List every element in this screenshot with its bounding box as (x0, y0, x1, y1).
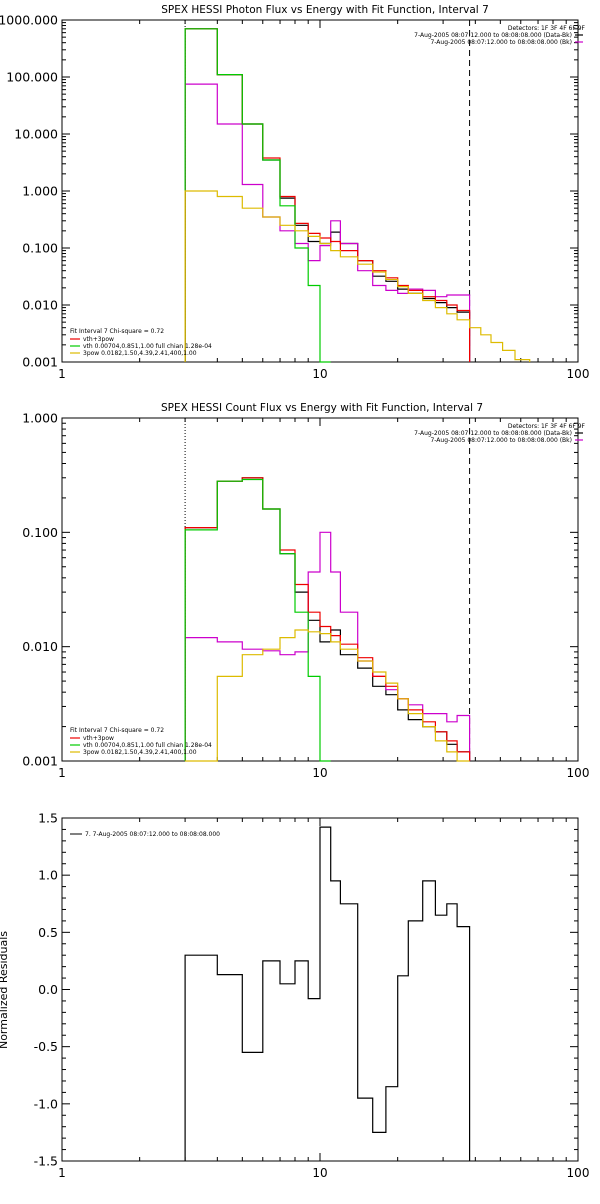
panel-3-x-tick-label: 100 (567, 1166, 590, 1180)
panel-2-series-2 (184, 477, 471, 761)
panel-3-legend-text: 7. 7-Aug-2005 08:07:12.000 to 08:08:08.0… (85, 831, 220, 838)
panel-1-y-tick-label: 1000.000 (0, 13, 58, 28)
panel-1-series-2 (184, 28, 471, 362)
panel-1-y-tick-label: 100.000 (6, 70, 58, 85)
panel-1-x-tick-label: 1 (58, 367, 66, 381)
panel-2-fit-total: vth+3pow (83, 735, 114, 742)
panel-3-plot-area (61, 817, 579, 1162)
panel-2-y-tick-label: 0.010 (22, 639, 58, 654)
panel-1-title: SPEX HESSI Photon Flux vs Energy with Fi… (161, 4, 489, 16)
panel-2-fit-3pow: 3pow 0.0182,1.50,4.39,2.41,400,1.00 (83, 749, 197, 756)
panel-3-x-tick-labels: 1 10 100 (58, 1166, 589, 1180)
panel-3-y-tick-label: 1.0 (38, 868, 58, 883)
panel-1-legend-bk: 7-Aug-2005 08:07:12.000 to 08:08:08.000 … (430, 39, 572, 46)
panel-1-series-4 (184, 190, 531, 362)
panel-2-y-tick-label: 0.001 (22, 754, 58, 769)
panel-3-y-tick-label: 0.5 (38, 925, 58, 940)
panel-1-y-tick-label: 10.000 (14, 127, 58, 142)
panel-1-legend-bottom-left: Fit Interval 7 Chi-square = 0.72 vth+3po… (70, 328, 212, 357)
panel-1-legend-header: Detectors: 1F 3F 4F 6F 9F (508, 25, 586, 32)
panel-1-y-tick-label: 0.100 (22, 241, 58, 256)
panel-2-y-tick-labels: 0.001 0.010 0.100 1.000 (22, 411, 58, 769)
panel-1-y-tick-label: 0.010 (22, 298, 58, 313)
panel-2-legend-top-right: Detectors: 1F 3F 4F 6F 9F 7-Aug-2005 08:… (414, 423, 585, 444)
photon-flux-panel: SPEX HESSI Photon Flux vs Energy with Fi… (0, 4, 589, 381)
panel-2-x-tick-label: 10 (312, 766, 327, 780)
panel-3-legend: 7. 7-Aug-2005 08:07:12.000 to 08:08:08.0… (70, 831, 220, 838)
panel-2-x-tick-label: 1 (58, 766, 66, 780)
panel-1-x-tick-labels: 1 10 100 (58, 367, 589, 381)
panel-2-fit-header: Fit Interval 7 Chi-square = 0.72 (70, 727, 164, 734)
panel-2-x-tick-label: 100 (567, 766, 590, 780)
panel-1-series-1 (184, 83, 471, 362)
panel-1-legend-data-bk: 7-Aug-2005 08:07:12.000 to 08:08:08.000 … (414, 32, 572, 39)
panel-2-y-tick-label: 0.100 (22, 525, 58, 540)
panel-2-x-tick-labels: 1 10 100 (58, 766, 589, 780)
panel-3-y-tick-labels: -1.5 -1.0 -0.5 0.0 0.5 1.0 1.5 (34, 811, 58, 1169)
panel-1-series-3 (184, 28, 331, 363)
panel-3-x-tick-label: 10 (312, 1166, 327, 1180)
panel-3-series-0 (184, 826, 471, 1161)
panel-1-fit-vth: vth 0.00704,0.851,1.00 full chian 1.28e-… (83, 343, 212, 350)
panel-1-fit-total: vth+3pow (83, 336, 114, 343)
panel-2-series-0 (184, 477, 471, 761)
panel-2-series-3 (184, 478, 331, 762)
panel-1-y-tick-label: 1.000 (22, 184, 58, 199)
panel-2-fit-vth: vth 0.00704,0.851,1.00 full chian 1.28e-… (83, 742, 212, 749)
panel-3-y-tick-label: -1.5 (34, 1154, 58, 1169)
panel-1-plot-area (61, 19, 579, 363)
panel-2-legend-header: Detectors: 1F 3F 4F 6F 9F (508, 423, 586, 430)
panel-1-series-0 (184, 28, 471, 362)
panel-2-legend-bottom-left: Fit Interval 7 Chi-square = 0.72 vth+3po… (70, 727, 212, 756)
panel-1-legend-top-right: Detectors: 1F 3F 4F 6F 9F 7-Aug-2005 08:… (414, 25, 585, 46)
panel-1-y-tick-label: 0.001 (22, 355, 58, 370)
panel-3-y-axis-label: Normalized Residuals (0, 931, 10, 1049)
panel-1-y-tick-labels: 0.001 0.010 0.100 1.000 10.000 100.000 1000.00… (0, 13, 58, 370)
panel-3-y-tick-label: -1.0 (34, 1096, 58, 1111)
panel-3-y-tick-label: 1.5 (38, 811, 58, 826)
residuals-panel: Normalized Residuals -1.5 -1.0 -0.5 0.0 0.5 1… (0, 811, 589, 1181)
panel-1-x-tick-label: 10 (312, 367, 327, 381)
panel-3-x-tick-label: 1 (58, 1166, 66, 1180)
panel-3-y-tick-label: 0.0 (38, 982, 58, 997)
panel-2-series-4 (185, 629, 470, 762)
panel-2-y-tick-label: 1.000 (22, 411, 58, 426)
count-flux-panel: SPEX HESSI Count Flux vs Energy with Fit… (22, 402, 589, 780)
panel-2-legend-data-bk: 7-Aug-2005 08:07:12.000 to 08:08:08.000 … (414, 430, 572, 437)
panel-3-y-tick-label: -0.5 (34, 1039, 58, 1054)
panel-1-fit-header: Fit Interval 7 Chi-square = 0.72 (70, 328, 164, 335)
panel-2-legend-bk: 7-Aug-2005 08:07:12.000 to 08:08:08.000 … (430, 437, 572, 444)
panel-2-plot-area (61, 417, 579, 762)
panel-1-x-tick-label: 100 (567, 367, 590, 381)
panel-1-fit-3pow: 3pow 0.0182,1.50,4.39,2.41,400,1.00 (83, 350, 197, 357)
panel-2-title: SPEX HESSI Count Flux vs Energy with Fit… (161, 402, 483, 414)
